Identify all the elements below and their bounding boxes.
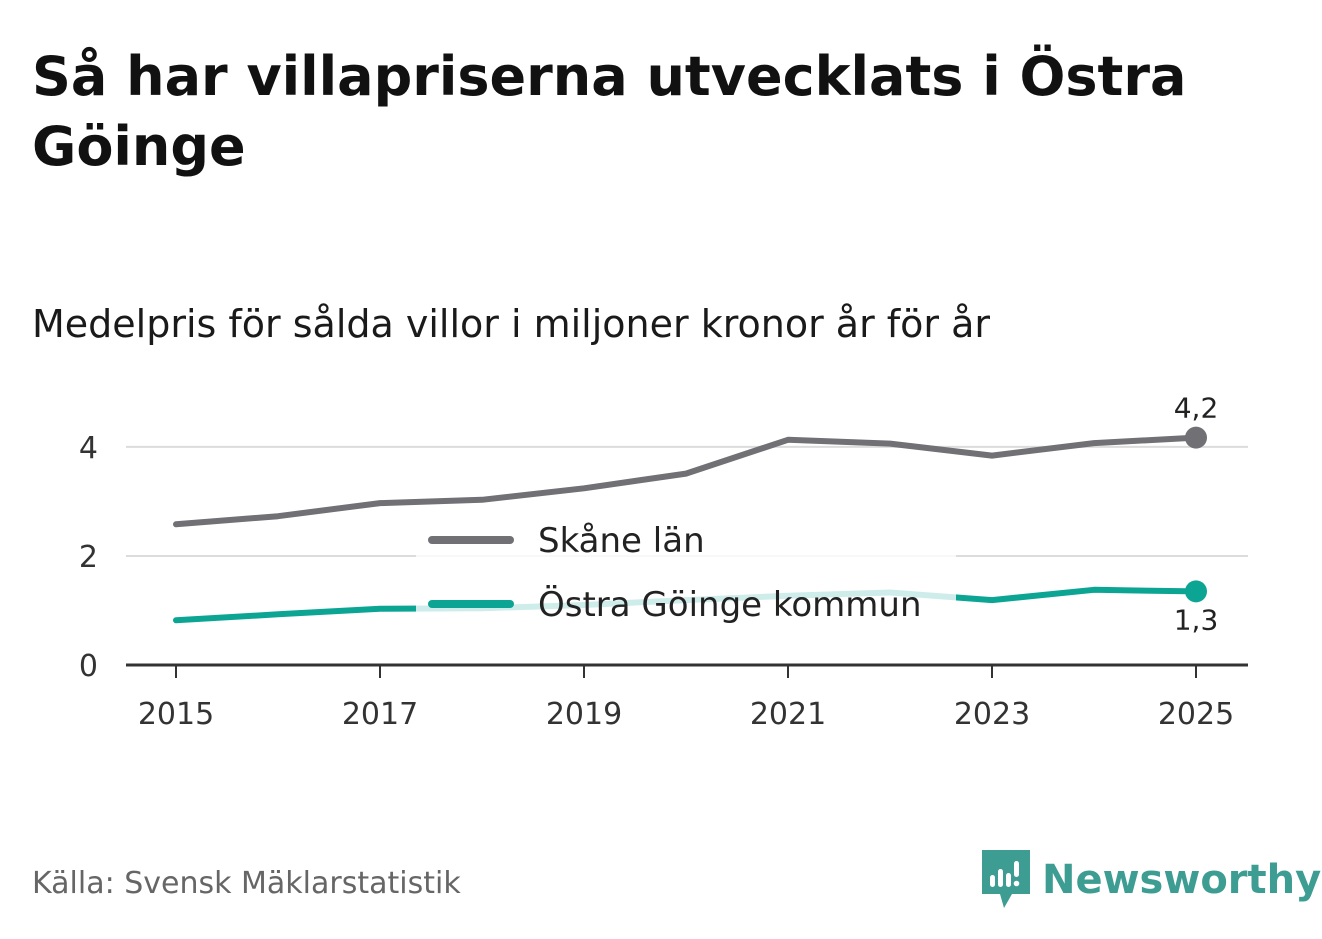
series-end-label-0: 4,2 <box>1174 392 1219 425</box>
x-tick-label: 2015 <box>138 697 214 732</box>
y-tick-label: 2 <box>79 540 98 575</box>
x-tick-label: 2019 <box>546 697 622 732</box>
legend-label-1: Östra Göinge kommun <box>538 584 922 625</box>
legend-background <box>416 515 956 637</box>
x-tick-label: 2023 <box>954 697 1030 732</box>
series-end-marker-1 <box>1185 580 1207 603</box>
axis-layer: 0 2 4 2015 2017 2019 2021 2023 2025 <box>79 431 1248 732</box>
y-tick-label: 4 <box>79 431 98 466</box>
brand-logo: Newsworthy <box>982 848 1321 912</box>
line-chart: 0 2 4 2015 2017 2019 2021 2023 2025 4,2 1,3 Skåne… <box>79 392 1248 732</box>
y-tick-label: 0 <box>79 649 98 684</box>
x-tick-label: 2017 <box>342 697 418 732</box>
source-note: Källa: Svensk Mäklarstatistik <box>32 866 461 901</box>
legend: Skåne län Östra Göinge kommun <box>416 515 956 637</box>
series-end-label-1: 1,3 <box>1174 603 1219 636</box>
chart-subtitle: Medelpris för sålda villor i miljoner kr… <box>32 302 991 346</box>
legend-label-0: Skåne län <box>538 521 705 561</box>
series-line-0 <box>173 434 1199 528</box>
brand-name: Newsworthy <box>1042 857 1322 903</box>
series-end-marker-0 <box>1185 426 1207 449</box>
chart-title: Så har villapriserna utvecklats i Östra … <box>32 45 1187 178</box>
x-tick-label: 2025 <box>1158 697 1234 732</box>
x-tick-label: 2021 <box>750 697 826 732</box>
newsworthy-logo-icon <box>982 850 1030 908</box>
